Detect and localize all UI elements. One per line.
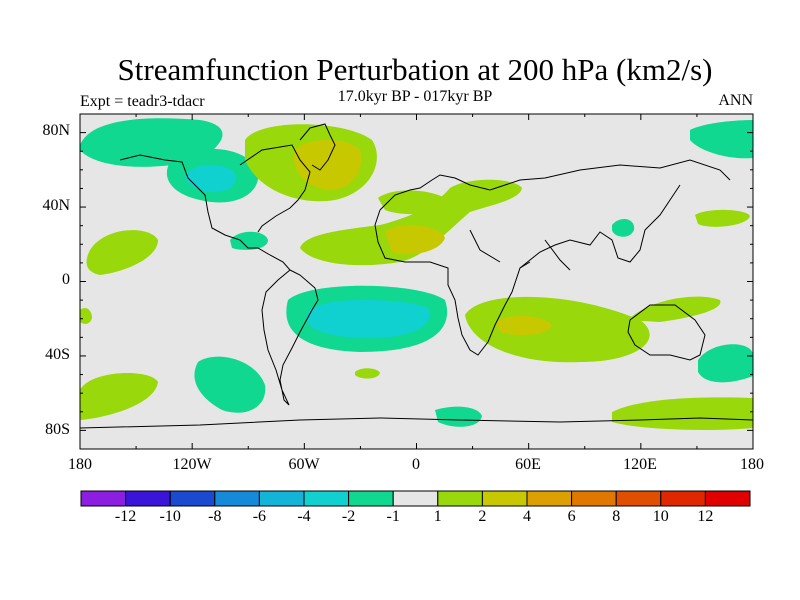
colorbar-label: -10 <box>159 508 181 525</box>
colorbar-label: -6 <box>252 508 267 525</box>
lat-label-40s: 40S <box>45 346 70 363</box>
colorbar <box>80 490 751 507</box>
contour-level-plus2 <box>294 139 552 336</box>
colorbar-label: 8 <box>612 508 621 525</box>
colorbar-box <box>571 490 617 507</box>
contour-level-minus2 <box>185 164 430 338</box>
colorbar-label: -2 <box>341 508 356 525</box>
colorbar-label: -1 <box>386 508 400 525</box>
colorbar-box <box>303 490 350 507</box>
lat-label-80n: 80N <box>42 122 70 139</box>
colorbar-label: 4 <box>523 508 531 525</box>
lat-label-40n: 40N <box>42 197 70 214</box>
colorbar-label: 12 <box>697 508 714 525</box>
colorbar-box <box>704 490 751 507</box>
colorbar-box <box>392 490 439 507</box>
plot-title: Streamfunction Perturbation at 200 hPa (… <box>117 52 713 87</box>
colorbar-box <box>481 490 528 507</box>
colorbar-box <box>348 490 394 507</box>
colorbar-label: 1 <box>433 508 442 525</box>
colorbar-box <box>169 490 216 507</box>
lon-label-180w: 180 <box>68 456 92 473</box>
experiment-label: Expt = teadr3-tdacr <box>80 93 205 110</box>
colorbar-label: -4 <box>297 508 311 525</box>
colorbar-box <box>437 490 483 507</box>
lon-label-120w: 120W <box>172 456 212 473</box>
colorbar-label: 10 <box>652 508 669 525</box>
colorbar-box <box>526 490 573 507</box>
colorbar-label: -8 <box>208 508 222 525</box>
colorbar-label: 6 <box>567 508 576 525</box>
lat-label-80s: 80S <box>45 421 70 438</box>
period-label: 17.0kyr BP - 017kyr BP <box>337 88 493 105</box>
colorbar-box <box>214 490 260 507</box>
coastlines <box>80 123 753 429</box>
axis-ticks <box>79 113 754 450</box>
colorbar-box <box>258 490 305 507</box>
lon-label-180e: 180 <box>740 456 764 473</box>
colorbar-box <box>80 490 127 507</box>
lon-label-0: 0 <box>412 456 420 473</box>
lon-label-60w: 60W <box>288 456 320 473</box>
season-label: ANN <box>718 92 753 109</box>
lon-label-120e: 120E <box>623 456 657 473</box>
lon-label-60e: 60E <box>515 456 541 473</box>
colorbar-box <box>660 490 706 507</box>
colorbar-label: -12 <box>114 508 137 525</box>
lat-label-eq: 0 <box>62 271 70 288</box>
colorbar-box <box>125 490 171 507</box>
colorbar-box <box>615 490 662 507</box>
colorbar-label: 2 <box>478 508 487 525</box>
